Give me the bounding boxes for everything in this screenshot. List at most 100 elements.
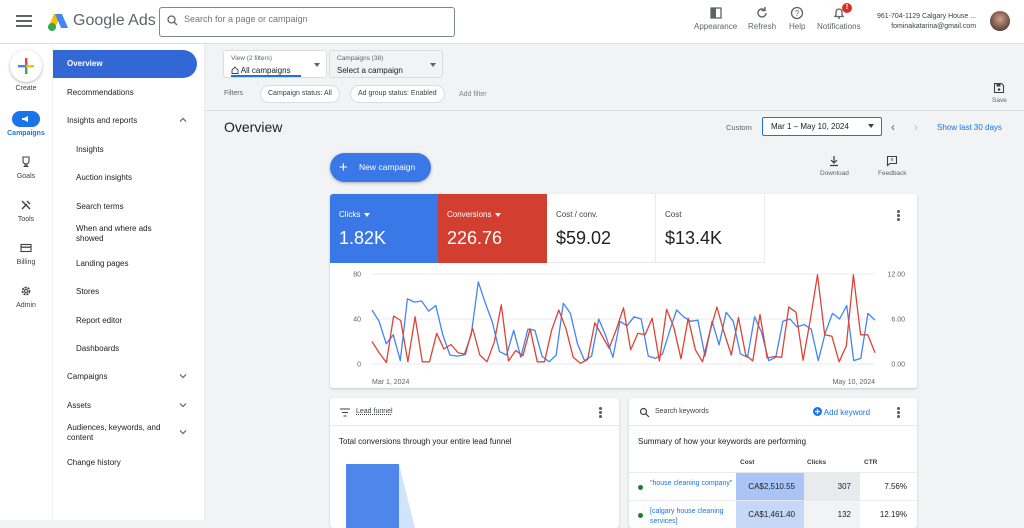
chart-lines [371,274,876,364]
metric-clicks[interactable]: Clicks 1.82K [330,194,438,263]
page-title: Overview [224,119,283,135]
metric-label-cost: Cost [665,210,682,219]
nav-item-assets[interactable]: Assets [53,401,205,411]
metric-dropdown-icon [495,212,502,217]
column-header-ctr[interactable]: CTR [864,459,878,466]
menu-icon[interactable] [14,12,34,32]
keyword-link[interactable]: [calgary house cleaning services] [650,508,724,525]
metric-cost-per-conv[interactable]: Cost / conv. $59.02 [547,194,656,263]
rail-tools-slot [12,197,40,213]
help-button[interactable]: ? Help [789,6,805,31]
add-circle-icon [813,407,822,416]
new-campaign-label: New campaign [359,162,416,172]
more-options-icon[interactable] [598,407,602,419]
feedback-label: Feedback [878,170,907,177]
download-button[interactable]: Download [820,155,849,177]
metric-value-cost: $13.4K [665,228,723,248]
rail-admin-slot [12,283,40,299]
table-row: [calgary house cleaning services] CA$1,4… [629,500,916,528]
nav-item-audiences-keywords-content[interactable]: Audiences, keywords, and content [53,423,205,443]
performance-chart: 80 12.00 40 6.00 0 0.00 Mar 1, 2024 May 10, 2… [353,272,905,387]
metric-label-clicks: Clicks [339,210,429,219]
search-input[interactable] [184,14,444,24]
create-button[interactable] [10,50,42,82]
rail-item-tools[interactable]: Tools [0,197,52,223]
lead-funnel-header-label[interactable]: Lead funnel [356,408,393,415]
lead-funnel-header: Lead funnel [330,398,619,426]
keyword-link[interactable]: "house cleaning company" [650,480,733,487]
avatar[interactable] [990,11,1010,31]
refresh-button[interactable]: Refresh [748,6,776,31]
save-button[interactable]: Save [992,82,1007,104]
nav-item-report-editor[interactable]: Report editor [76,316,123,325]
more-options-icon[interactable] [896,210,900,222]
notification-badge: ! [842,3,852,13]
date-range-picker[interactable]: Mar 1 – May 10, 2024 [762,117,882,136]
nav-item-insights-and-reports[interactable]: Insights and reports [53,116,205,126]
notifications-button[interactable]: Notifications [817,6,861,31]
more-options-icon[interactable] [896,407,900,419]
card-icon [20,243,32,253]
trophy-icon [22,156,30,168]
table-row: "house cleaning company" CA$2,510.55 307… [629,472,916,500]
nav-item-overview[interactable]: Overview [53,50,197,78]
view-filter-dropdown[interactable]: View (2 filters) All campaigns [223,50,327,78]
nav-item-recommendations[interactable]: Recommendations [67,88,134,97]
add-keyword-button[interactable]: Add keyword [813,407,870,417]
column-header-clicks[interactable]: Clicks [807,459,827,466]
nav-item-auction-insights[interactable]: Auction insights [76,173,133,182]
chevron-down-icon [179,430,187,435]
refresh-label: Refresh [748,22,777,31]
previous-period-icon[interactable]: ‹ [891,120,895,134]
nav-item-insights[interactable]: Insights [76,145,104,154]
nav-item-dashboards[interactable]: Dashboards [76,344,120,353]
nav-item-when-and-where-ads-showed[interactable]: When and where ads showed [76,224,152,243]
feedback-icon [887,155,898,167]
nav-item-change-history[interactable]: Change history [67,458,121,467]
nav-item-campaigns[interactable]: Campaigns [53,372,205,382]
left-tick-label: 0 [357,362,361,369]
nav-item-search-terms[interactable]: Search terms [76,202,124,211]
nav-item-stores[interactable]: Stores [76,287,100,296]
appearance-label: Appearance [694,22,738,31]
view-filter-text: All campaigns [240,66,291,75]
dropdown-arrow-icon [868,124,874,128]
add-filter-button[interactable]: Add filter [459,91,487,98]
metric-label-conversions: Conversions [447,210,538,219]
campaign-select-dropdown[interactable]: Campaigns (38) Select a campaign [329,50,443,78]
metric-label-conversions-text: Conversions [447,210,492,219]
funnel-shadow [399,464,415,528]
search-keywords-card: Search keywords Add keyword Summary of h… [629,398,917,528]
metric-cost[interactable]: Cost $13.4K [656,194,765,263]
appearance-button[interactable]: Appearance [694,6,737,31]
metric-conversions[interactable]: Conversions 226.76 [438,194,547,263]
keyword-search-icon [639,407,650,418]
rail-item-billing[interactable]: Billing [0,240,52,266]
search-box[interactable] [159,7,455,37]
metric-label-clicks-text: Clicks [339,210,361,219]
filter-chip-ad-group-status[interactable]: Ad group status: Enabled [350,85,445,103]
account-info[interactable]: 961-704-1129 Calgary House ... fominakat… [877,12,976,32]
column-header-cost[interactable]: Cost [740,459,755,466]
date-custom-label: Custom [726,123,752,132]
funnel-bar [346,464,399,528]
chevron-down-icon [179,403,187,408]
new-campaign-button[interactable]: + New campaign [330,153,431,182]
app-title: Google Ads [73,12,156,29]
nav-item-landing-pages[interactable]: Landing pages [76,259,129,268]
rail-goals-slot [12,154,40,170]
filter-chip-campaign-status[interactable]: Campaign status: All [260,85,340,103]
show-last-30-days-link[interactable]: Show last 30 days [937,123,1002,132]
save-label: Save [992,97,1007,104]
google-ads-logo [48,14,68,31]
rail-item-admin[interactable]: Admin [0,283,52,309]
megaphone-icon [22,116,28,122]
rail-item-goals[interactable]: Goals [0,154,52,180]
account-name: 961-704-1129 Calgary House ... [877,13,977,20]
rail-item-campaigns[interactable]: Campaigns [0,111,52,137]
left-tick-label: 80 [353,272,361,279]
next-period-icon[interactable]: › [914,120,918,134]
download-label: Download [820,170,849,177]
appearance-icon [709,7,722,19]
feedback-button[interactable]: Feedback [878,155,907,177]
